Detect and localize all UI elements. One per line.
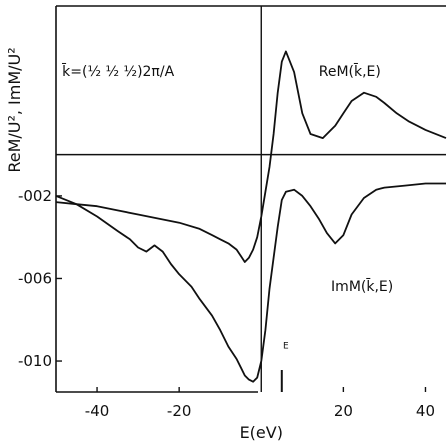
plot-frame xyxy=(55,5,446,393)
x-tick-label: 40 xyxy=(416,402,435,420)
re-m-curve xyxy=(55,50,447,263)
re-m-label: ReM(k̄,E) xyxy=(319,63,381,81)
series-layer xyxy=(55,50,447,383)
reference-lines xyxy=(56,6,446,392)
tick-marks xyxy=(56,195,427,392)
y-tick-label: -010 xyxy=(18,352,52,370)
x-axis-label: E(eV) xyxy=(240,423,283,442)
im-m-curve xyxy=(55,182,446,383)
x-tick-label: -40 xyxy=(85,402,110,420)
x-tick-label: 20 xyxy=(334,402,353,420)
im-m-label: ImM(k̄,E) xyxy=(331,277,393,295)
x-tick-label: -20 xyxy=(167,402,192,420)
y-axis-label: ReM/U², ImM/U² xyxy=(5,47,24,172)
fermi-level-label: E xyxy=(283,342,289,352)
wavevector-label: k̄=(½ ½ ½)2π/A xyxy=(62,63,175,81)
tick-labels: -40 -20 20 40 -002 -006 -010 xyxy=(18,187,435,420)
annotations: k̄=(½ ½ ½)2π/A ReM(k̄,E) ImM(k̄,E) E xyxy=(62,63,394,352)
y-tick-label: -002 xyxy=(18,187,52,205)
y-tick-label: -006 xyxy=(18,269,52,287)
